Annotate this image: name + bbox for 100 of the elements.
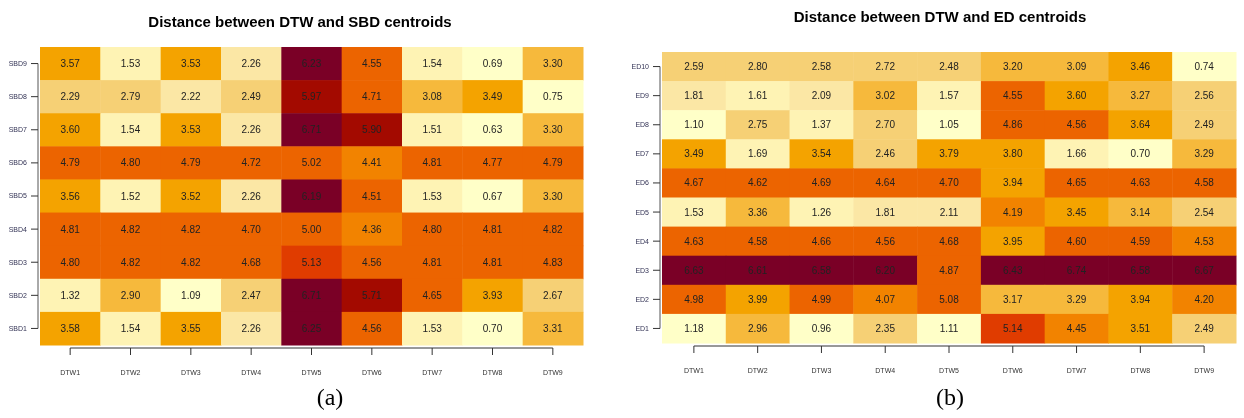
data-label: 6.67 [1194,264,1215,276]
data-label: 2.72 [875,61,896,73]
data-label: 3.17 [1003,293,1023,305]
data-label: 0.96 [811,322,832,334]
data-label: 4.67 [684,177,705,189]
data-label: 4.65 [422,289,443,301]
data-label: 2.47 [241,289,262,301]
data-label: 4.55 [1003,90,1023,102]
data-label: 1.61 [747,90,768,102]
data-label: 4.64 [875,177,896,189]
data-label: 3.80 [1003,148,1023,160]
data-label: 4.98 [684,293,705,305]
data-label: 4.82 [181,223,201,235]
data-label: 5.08 [939,293,960,305]
data-label: 4.80 [60,256,81,268]
data-label: 2.26 [241,322,262,334]
data-label: 2.49 [241,91,262,103]
data-label: 3.55 [181,322,201,334]
data-label: 1.10 [684,119,705,131]
data-label: 1.57 [939,90,960,102]
data-label: 3.29 [1066,293,1087,305]
text: (a) [316,384,344,410]
data-label: 1.05 [939,119,960,131]
data-label: 2.75 [747,119,768,131]
data-label: 3.29 [1194,148,1215,160]
data-label: 3.36 [747,206,768,218]
data-label: 4.56 [1066,119,1087,131]
data-label: 2.26 [241,124,262,136]
data-label: 1.53 [422,322,443,334]
data-label: 4.82 [120,223,141,235]
data-label: 3.60 [1066,90,1087,102]
data-label: 2.56 [1194,90,1215,102]
data-label: 4.41 [362,157,382,169]
data-label: 4.56 [362,256,382,268]
data-label: 1.69 [747,148,768,160]
data-label: 6.71 [301,124,322,136]
data-label: 1.53 [684,206,705,218]
data-label: 0.67 [482,190,503,202]
data-label: 6.74 [1066,264,1087,276]
data-label: 3.08 [422,91,443,103]
data-label: 1.09 [181,289,201,301]
data-label: 2.11 [939,206,959,218]
data-label: 4.79 [181,157,201,169]
data-label: 2.54 [1194,206,1215,218]
data-label: 3.20 [1003,61,1023,73]
data-label: 3.94 [1130,293,1151,305]
data-label: 4.59 [1130,235,1151,247]
data-label: 1.37 [811,119,832,131]
data-label: 4.60 [1066,235,1087,247]
data-label: 4.53 [1194,235,1215,247]
data-label: 6.20 [875,264,896,276]
data-label: 4.58 [747,235,768,247]
data-label: 4.79 [543,157,563,169]
data-label: 3.53 [181,124,201,136]
data-label: 4.20 [1194,293,1215,305]
data-label: 1.26 [811,206,832,218]
data-label: 3.51 [1130,322,1151,334]
data-label: 4.68 [241,256,262,268]
data-label: 2.29 [60,91,81,103]
data-label: 2.48 [939,61,960,73]
data-label: 3.30 [543,58,563,70]
data-label: 2.26 [241,58,262,70]
data-label: 4.82 [543,223,563,235]
data-label: 3.53 [181,58,201,70]
data-label: 3.57 [60,58,81,70]
data-label: 4.82 [120,256,141,268]
data-label: 4.87 [939,264,960,276]
chart-title: Distance between DTW and SBD centroids [148,13,452,30]
data-label: 6.23 [301,58,322,70]
data-label: 6.63 [684,264,705,276]
data-label: 3.31 [543,322,563,334]
data-label: 4.80 [422,223,443,235]
data-label: 2.09 [811,90,832,102]
data-label: 4.63 [1130,177,1151,189]
data-label: 5.71 [362,289,382,301]
data-label: 2.49 [1194,119,1215,131]
data-label: 5.14 [1003,322,1023,334]
data-label: 3.45 [1066,206,1087,218]
data-label: 0.75 [543,91,563,103]
data-label: 3.49 [482,91,503,103]
data-label: 4.71 [362,91,382,103]
data-label: 1.52 [120,190,141,202]
data-label: 3.93 [482,289,503,301]
data-label: 2.96 [747,322,768,334]
data-label: 3.27 [1130,90,1151,102]
data-label: 3.46 [1130,61,1151,73]
data-label: 3.54 [811,148,832,160]
data-label: 4.56 [362,322,382,334]
data-label: 4.81 [422,157,443,169]
data-label: 2.59 [684,61,705,73]
data-label: 5.97 [301,91,322,103]
data-label: 1.53 [120,58,141,70]
data-label: 4.58 [1194,177,1215,189]
data-label: 3.60 [60,124,81,136]
data-label: 1.11 [939,322,959,334]
data-label: 1.51 [422,124,443,136]
data-label: 4.83 [543,256,563,268]
data-label: 5.02 [301,157,322,169]
data-label: 4.81 [482,223,503,235]
data-label: 3.30 [543,124,563,136]
